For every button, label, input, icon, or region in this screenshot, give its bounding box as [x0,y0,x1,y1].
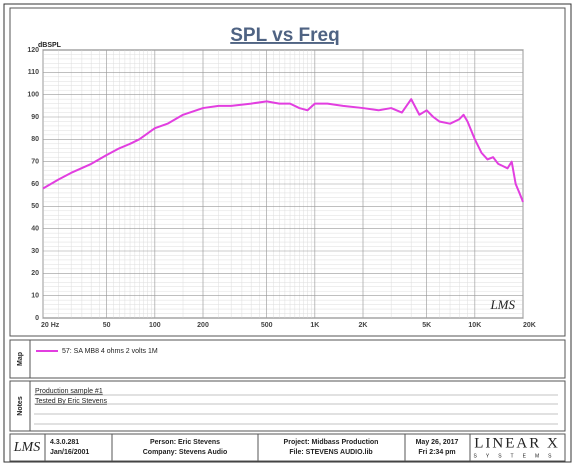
brand: LINEAR X [474,435,560,451]
y-tick-label: 120 [27,47,39,54]
x-tick-label: 10K [468,322,481,329]
version-date: Jan/16/2001 [50,449,89,456]
x-tick-label: 1K [310,322,319,329]
x-tick-label: 500 [261,322,273,329]
outer-frame [3,3,572,463]
y-tick-label: 40 [31,226,39,233]
y-tick-label: 30 [31,248,39,255]
y-tick-label: 70 [31,159,39,166]
y-tick-label: 80 [31,136,39,143]
date: May 26, 2017 [416,439,459,446]
notes-label: Notes [17,396,24,416]
footer-dividers [44,434,471,461]
y-tick-label: 0 [35,315,39,322]
map-label: Map [17,352,24,366]
footer-panel [9,433,566,462]
x-tick-label: 2K [359,322,368,329]
x-tick-label: 20 Hz [41,322,60,329]
y-tick-label: 50 [31,203,39,210]
note: Tested By Eric Stevens [35,398,107,405]
time: Fri 2:34 pm [418,449,455,456]
y-tick-label: 60 [31,181,39,188]
brand-sub: SYSTEMS [474,453,561,459]
footer-logo: LMS [13,440,40,455]
file: File: STEVENS AUDIO.lib [289,449,372,456]
y-tick-label: 100 [27,92,39,99]
plot-logo: LMS [489,297,515,312]
project: Project: Midbass Production [284,439,379,446]
x-tick-label: 100 [149,322,161,329]
x-tick-label: 20K [523,322,536,329]
map-panel [9,339,566,379]
x-tick-label: 50 [103,322,111,329]
y-tick-label: 20 [31,270,39,277]
note-lines [34,394,558,425]
notes-panel [9,380,566,432]
y-tick-label: 10 [31,293,39,300]
legend-label: 57: SA MB8 4 ohms 2 volts 1M [62,348,158,355]
chart-frame [9,7,566,337]
x-tick-label: 200 [197,322,209,329]
version: 4.3.0.281 [50,439,79,446]
person: Person: Eric Stevens [150,439,220,446]
y-tick-label: 110 [28,69,39,76]
note: Production sample #1 [35,388,103,395]
x-tick-label: 5K [422,322,431,329]
line-series [42,98,524,203]
y-axis-label: dBSPL [38,42,62,49]
y-tick-label: 90 [31,114,39,121]
company: Company: Stevens Audio [143,449,228,456]
chart-title: SPL vs Freq [230,25,339,46]
